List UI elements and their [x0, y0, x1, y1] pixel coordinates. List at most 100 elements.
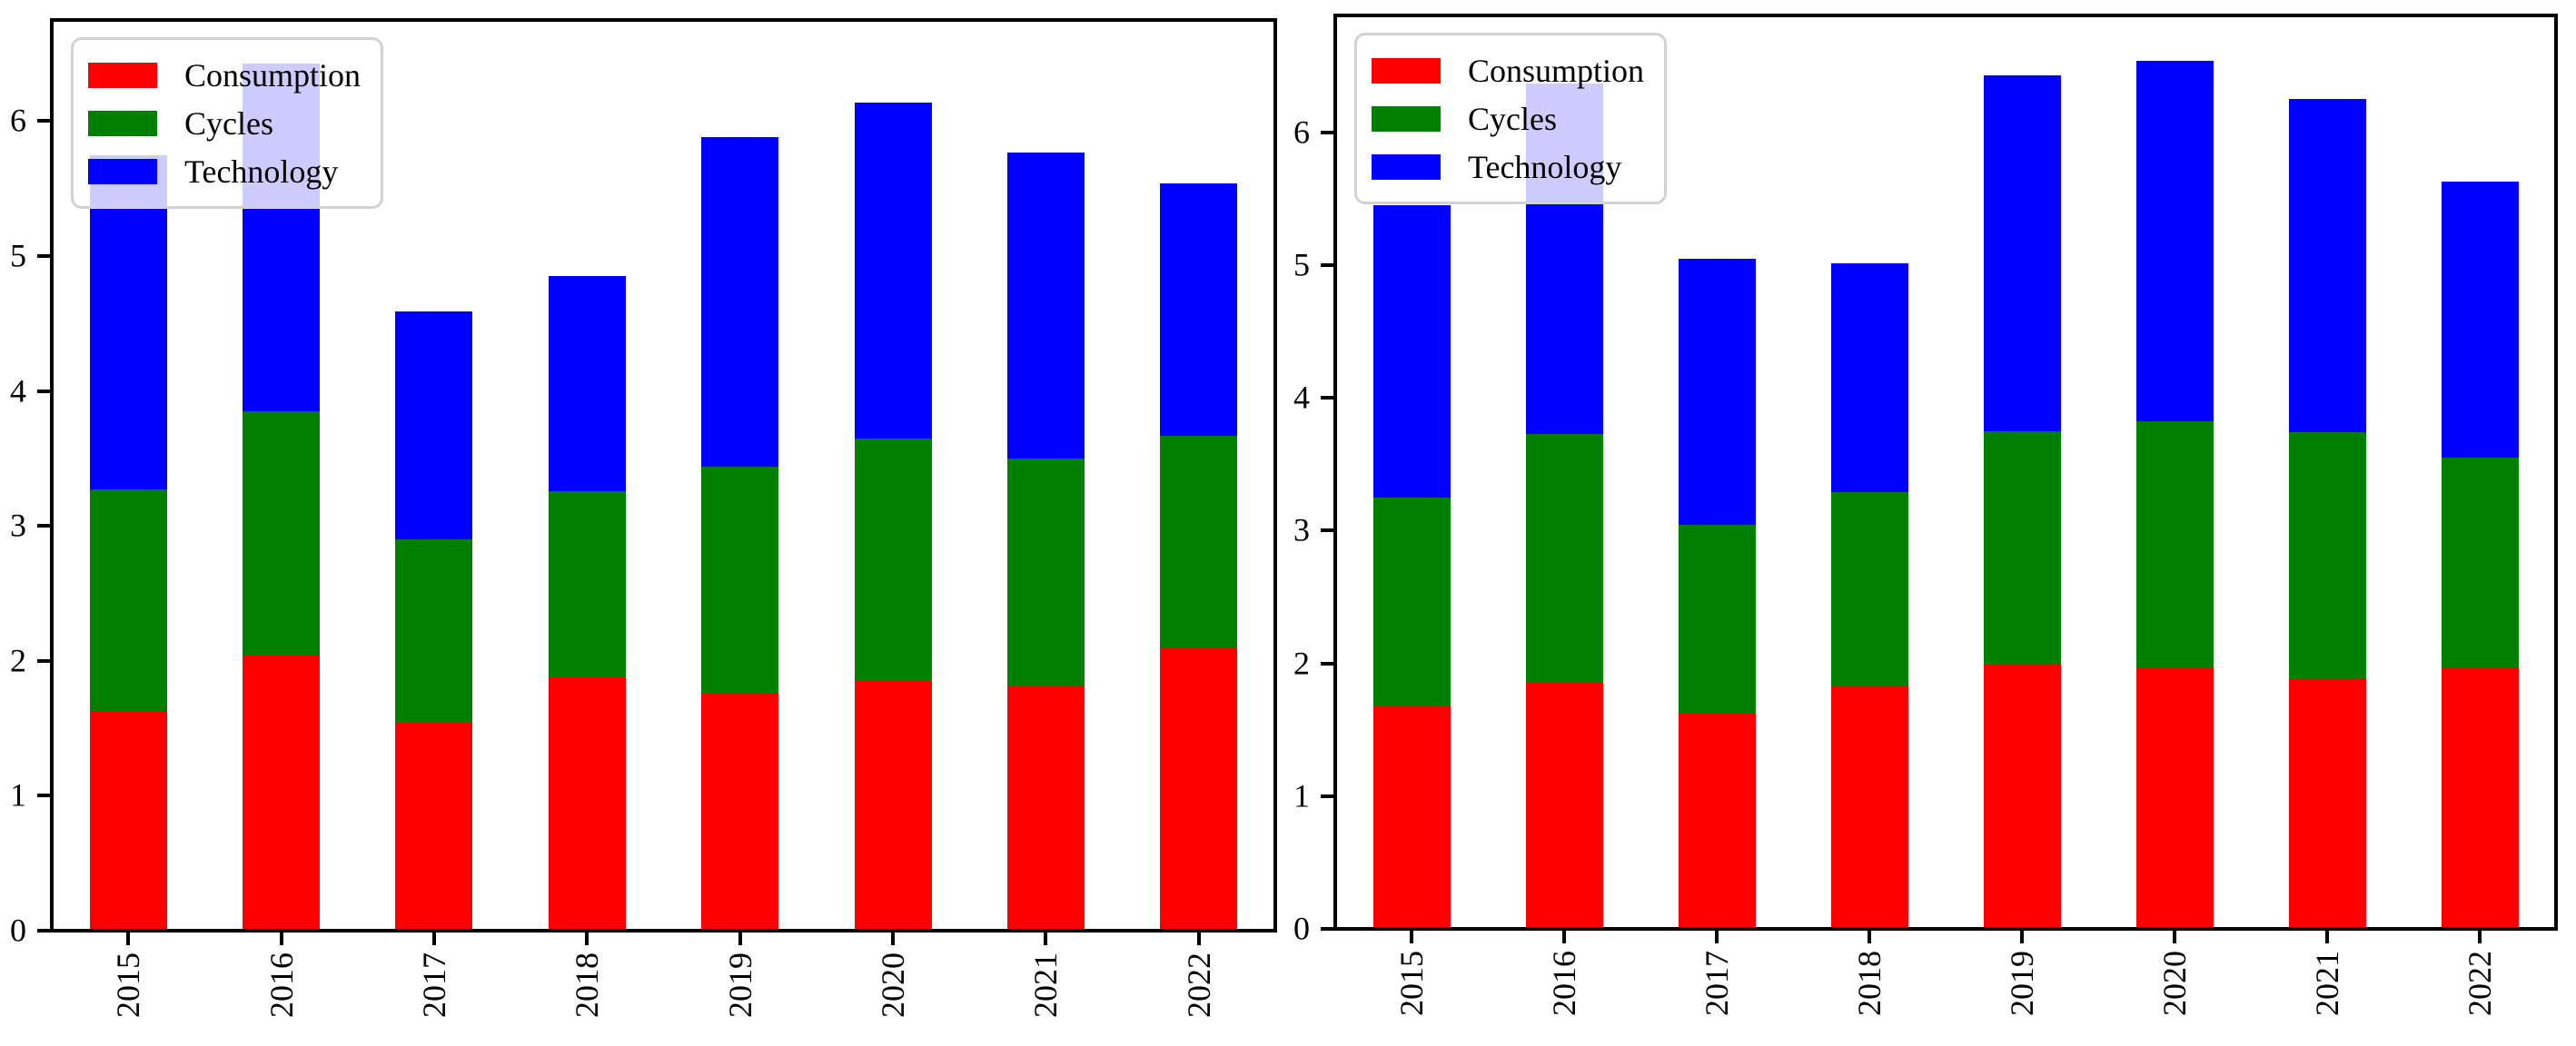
- y-tick-label: 4: [1293, 379, 1310, 416]
- y-tick-label: 0: [1293, 910, 1310, 947]
- bar-segment-cycles-2018: [1830, 491, 1908, 686]
- x-tick: [126, 931, 131, 945]
- bar-segment-technology-2017: [395, 311, 473, 540]
- bar-segment-consumption-2022: [1160, 646, 1238, 931]
- bar-segment-consumption-2018: [1830, 686, 1908, 929]
- bar-segment-consumption-2016: [1525, 683, 1603, 929]
- bar-segment-technology-2019: [701, 137, 779, 467]
- y-tick-label: 6: [10, 102, 26, 139]
- y-tick-label: 6: [1293, 113, 1310, 150]
- x-tick-label-2018: 2018: [569, 952, 606, 1018]
- bar-segment-technology-2021: [2288, 99, 2366, 433]
- bar-segment-cycles-2017: [395, 539, 473, 724]
- bar-segment-technology-2018: [548, 276, 626, 491]
- bar-segment-consumption-2020: [854, 679, 932, 931]
- bar-segment-consumption-2017: [1678, 712, 1756, 929]
- bar-segment-cycles-2019: [1983, 430, 2061, 664]
- x-tick: [2173, 929, 2176, 943]
- legend-label: Cycles: [184, 104, 273, 142]
- x-tick-label-2022: 2022: [2462, 951, 2498, 1016]
- legend-label: Cycles: [1468, 100, 1557, 137]
- bar-segment-cycles-2018: [548, 490, 626, 677]
- legend-item-technology: Technology: [1372, 143, 1644, 191]
- x-tick-label-2022: 2022: [1180, 952, 1217, 1018]
- bar-segment-consumption-2017: [395, 723, 473, 931]
- y-tick-label: 0: [10, 912, 26, 949]
- bar-segment-consumption-2015: [1372, 706, 1451, 929]
- bar-segment-consumption-2022: [2441, 666, 2519, 929]
- bar-segment-cycles-2020: [854, 438, 932, 680]
- y-tick: [1321, 130, 1335, 134]
- y-tick-label: 2: [10, 642, 26, 679]
- legend: Consumption Cycles Technology: [1354, 33, 1668, 204]
- x-tick: [1196, 931, 1201, 945]
- y-tick-label: 5: [1293, 246, 1310, 283]
- y-tick: [1321, 661, 1335, 666]
- bar-segment-technology-2015: [1372, 205, 1451, 498]
- bar-segment-consumption-2016: [243, 655, 321, 931]
- y-tick-label: 4: [10, 371, 26, 409]
- y-tick: [37, 389, 52, 393]
- bar-segment-cycles-2021: [1006, 458, 1085, 687]
- y-tick-label: 1: [10, 776, 26, 814]
- bar-segment-cycles-2017: [1678, 525, 1756, 713]
- x-tick: [2325, 929, 2329, 943]
- bar-segment-consumption-2020: [2135, 666, 2214, 929]
- x-tick: [431, 931, 436, 945]
- bar-segment-consumption-2018: [548, 676, 626, 931]
- x-tick: [1715, 929, 1719, 943]
- bar-segment-cycles-2020: [2135, 421, 2214, 667]
- bar-segment-technology-2022: [2441, 181, 2519, 458]
- y-tick: [37, 658, 52, 663]
- x-tick: [2478, 929, 2482, 943]
- bar-segment-cycles-2015: [1372, 497, 1451, 706]
- x-tick: [1868, 929, 1871, 943]
- legend-label: Consumption: [184, 56, 362, 94]
- x-tick: [1562, 929, 1566, 943]
- legend-swatch-cycles-icon: [88, 110, 157, 136]
- bar-segment-consumption-2015: [89, 710, 167, 931]
- bar-segment-consumption-2021: [1006, 686, 1085, 931]
- bar-segment-technology-2015: [89, 154, 167, 490]
- x-tick-label-2018: 2018: [1851, 951, 1887, 1016]
- legend-label: Technology: [1468, 148, 1622, 185]
- x-tick: [1410, 929, 1413, 943]
- y-tick-label: 3: [1293, 511, 1310, 548]
- y-tick: [37, 929, 52, 933]
- x-tick: [2020, 929, 2024, 943]
- x-tick-label-2016: 2016: [263, 952, 300, 1018]
- y-tick: [1321, 528, 1335, 533]
- bar-segment-cycles-2016: [243, 410, 321, 656]
- x-tick-label-2019: 2019: [2004, 951, 2040, 1016]
- y-tick-label: 1: [1293, 777, 1310, 814]
- bar-segment-technology-2021: [1006, 152, 1085, 459]
- bar-segment-cycles-2016: [1525, 433, 1603, 684]
- x-tick: [891, 931, 896, 945]
- x-tick: [738, 931, 742, 945]
- x-tick-label-2020: 2020: [2156, 951, 2193, 1016]
- legend-label: Technology: [184, 153, 339, 190]
- x-tick-label-2021: 2021: [1027, 952, 1065, 1018]
- bar-segment-technology-2017: [1678, 258, 1756, 526]
- bar-segment-cycles-2015: [89, 489, 167, 711]
- bar-segment-cycles-2022: [1160, 435, 1238, 647]
- bar-segment-technology-2022: [1160, 183, 1238, 436]
- x-tick-label-2020: 2020: [875, 952, 912, 1018]
- x-tick-label-2017: 2017: [415, 952, 452, 1018]
- x-tick-label-2015: 2015: [110, 952, 147, 1018]
- bar-segment-technology-2019: [1983, 74, 2061, 431]
- y-tick: [1321, 794, 1335, 798]
- x-tick: [585, 931, 590, 945]
- y-tick: [37, 524, 52, 528]
- bar-segment-cycles-2022: [2441, 457, 2519, 667]
- x-tick-label-2017: 2017: [1699, 951, 1735, 1016]
- legend-item-technology: Technology: [88, 147, 361, 195]
- legend: Consumption Cycles Technology: [71, 37, 384, 209]
- bar-segment-technology-2018: [1830, 263, 1908, 492]
- x-tick-label-2021: 2021: [2309, 951, 2345, 1016]
- bar-segment-cycles-2019: [701, 466, 779, 694]
- x-tick: [1044, 931, 1048, 945]
- bar-segment-consumption-2019: [1983, 663, 2061, 929]
- legend-swatch-technology-icon: [88, 158, 157, 184]
